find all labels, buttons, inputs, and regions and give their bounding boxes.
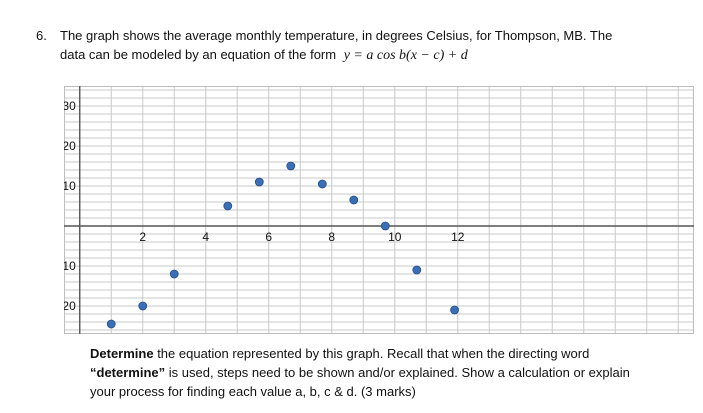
model-equation: y = a cos b(x − c) + d bbox=[343, 48, 468, 63]
x-tick-label: 10 bbox=[388, 230, 402, 244]
y-tick-label: -10 bbox=[64, 259, 76, 273]
data-point bbox=[223, 201, 233, 211]
x-tick-label: 4 bbox=[202, 230, 209, 244]
y-tick-label: 10 bbox=[64, 179, 76, 193]
graph-border bbox=[64, 86, 694, 334]
data-point bbox=[254, 177, 264, 187]
question-text-line2-words: data can be modeled by an equation of th… bbox=[60, 47, 337, 62]
tick-labels: 2 4 6 8 10 12 30 20 10 -10 -20 bbox=[64, 99, 465, 313]
task-bold-determine: Determine bbox=[90, 346, 154, 361]
question-text-line2: data can be modeled by an equation of th… bbox=[60, 47, 468, 64]
temperature-graph: 2 4 6 8 10 12 30 20 10 -10 -20 bbox=[64, 86, 694, 334]
y-tick-label: 20 bbox=[64, 139, 76, 153]
data-point bbox=[317, 179, 327, 189]
data-point bbox=[380, 221, 390, 231]
grid bbox=[64, 86, 694, 334]
data-point bbox=[169, 269, 179, 279]
data-point bbox=[349, 195, 359, 205]
data-point bbox=[286, 161, 296, 171]
question-text-line1: The graph shows the average monthly temp… bbox=[60, 28, 613, 43]
y-tick-label: 30 bbox=[64, 99, 76, 113]
x-tick-label: 2 bbox=[139, 230, 146, 244]
data-points bbox=[106, 161, 460, 329]
data-point bbox=[450, 305, 460, 315]
data-point bbox=[106, 319, 116, 329]
question-number: 6. bbox=[36, 28, 47, 43]
data-point bbox=[138, 301, 148, 311]
task-text-part2: is used, steps need to be shown and/or e… bbox=[90, 365, 630, 399]
x-tick-label: 8 bbox=[328, 230, 335, 244]
x-tick-label: 12 bbox=[451, 230, 465, 244]
task-instructions: Determine the equation represented by th… bbox=[90, 344, 650, 401]
x-tick-label: 6 bbox=[265, 230, 272, 244]
data-point bbox=[412, 265, 422, 275]
y-tick-label: -20 bbox=[64, 299, 76, 313]
axes bbox=[64, 86, 694, 334]
task-text-part1: the equation represented by this graph. … bbox=[153, 346, 590, 361]
task-bold-determine-quoted: “determine” bbox=[90, 365, 166, 380]
